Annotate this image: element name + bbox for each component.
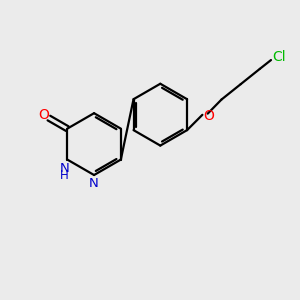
Text: O: O [203,109,214,123]
Text: Cl: Cl [272,50,286,64]
Text: O: O [38,108,49,122]
Text: N: N [89,177,99,190]
Text: N: N [59,162,69,175]
Text: H: H [60,169,69,182]
